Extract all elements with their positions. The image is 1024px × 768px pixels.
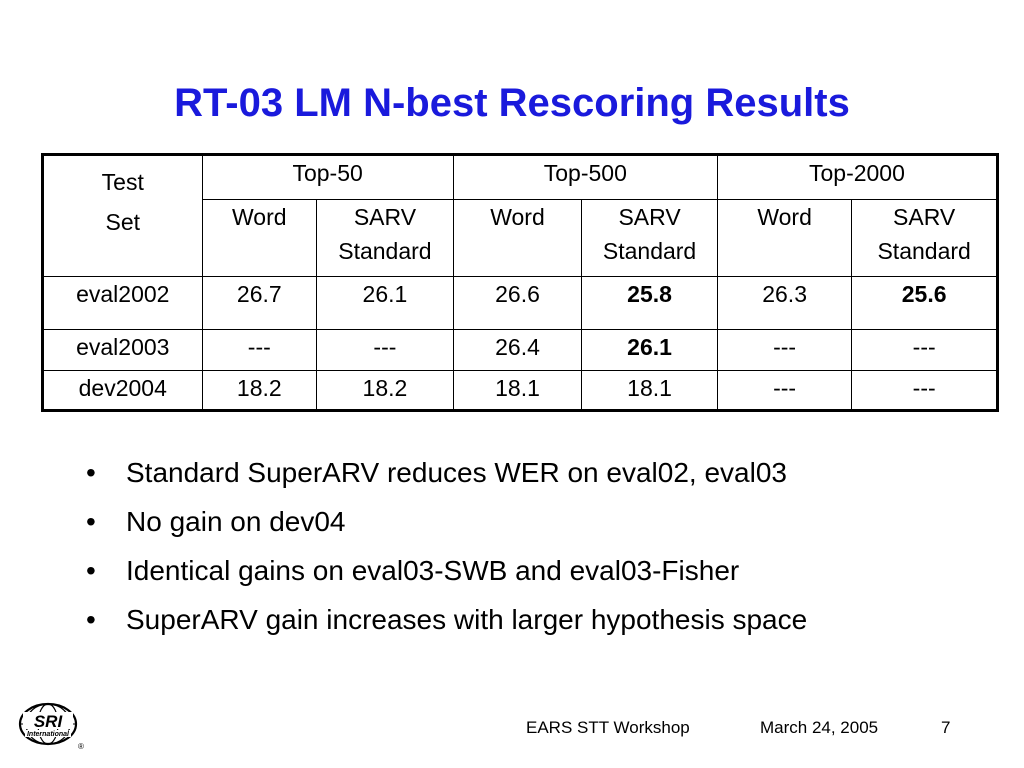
data-cell: 25.6 <box>851 276 998 330</box>
bullet-text: Standard SuperARV reduces WER on eval02,… <box>126 457 787 488</box>
results-table: Test Set Top-50 Top-500 Top-2000 Word SA… <box>41 153 999 412</box>
group-header-top-500: Top-500 <box>452 154 718 200</box>
bullet-dot-icon: • <box>86 506 96 537</box>
row-header-set: Set <box>105 209 141 235</box>
subheader-word: Word <box>452 199 583 277</box>
data-cell: 26.3 <box>716 276 853 330</box>
subheader-text: Standard <box>338 238 432 264</box>
subheader-text: SARV <box>618 204 681 230</box>
row-header-cell: Test Set <box>42 154 203 277</box>
table-header-row: Test Set Top-50 Top-500 Top-2000 <box>42 154 999 277</box>
data-cell: --- <box>316 329 454 371</box>
table-row-eval2003: eval2003 --- --- 26.4 26.1 --- --- <box>42 329 998 371</box>
bullet-dot-icon: • <box>86 555 96 586</box>
data-cell: 26.1 <box>316 276 454 330</box>
group-header-top-50: Top-50 <box>201 154 454 200</box>
bullet-dot-icon: • <box>86 457 96 488</box>
subheader-text: Word <box>490 204 545 230</box>
bullet-item: • No gain on dev04 <box>86 499 807 548</box>
table-row-dev2004: dev2004 18.2 18.2 18.1 18.1 --- --- <box>42 370 998 411</box>
bullet-item: • SuperARV gain increases with larger hyp… <box>86 597 807 646</box>
data-cell: 26.4 <box>452 329 583 371</box>
bullet-dot-icon: • <box>86 604 96 635</box>
subheader-text: SARV <box>353 204 417 230</box>
table-row-eval2002: eval2002 26.7 26.1 26.6 25.8 26.3 25.6 <box>42 276 998 330</box>
data-cell: 26.6 <box>452 276 583 330</box>
subheader-sarv-standard: SARV Standard <box>316 199 454 277</box>
row-header-test: Test <box>101 169 144 195</box>
data-cell: --- <box>716 329 853 371</box>
bullet-text: SuperARV gain increases with larger hypo… <box>126 604 808 635</box>
slide-title: RT-03 LM N-best Rescoring Results <box>174 81 850 125</box>
data-cell: 26.7 <box>201 276 318 330</box>
registered-mark: ® <box>78 742 84 751</box>
data-cell: --- <box>201 329 318 371</box>
subheader-sarv-standard: SARV Standard <box>851 199 998 277</box>
bullet-list: • Standard SuperARV reduces WER on eval02… <box>86 450 807 646</box>
subheader-text: Standard <box>602 238 697 264</box>
subheader-sarv-standard: SARV Standard <box>581 199 718 277</box>
subheader-text: Word <box>757 204 812 230</box>
bullet-text: No gain on dev04 <box>126 506 346 537</box>
footer-workshop: EARS STT Workshop <box>526 718 690 737</box>
row-label: eval2003 <box>42 329 203 371</box>
bullet-item: • Standard SuperARV reduces WER on eval02… <box>86 450 807 499</box>
data-cell: --- <box>851 329 998 371</box>
subheader-word: Word <box>716 199 853 277</box>
sri-logo-icon: SRI International ® <box>18 702 84 751</box>
row-label: eval2002 <box>42 276 203 330</box>
footer-page-number: 7 <box>941 718 951 737</box>
data-cell: 18.1 <box>452 370 583 411</box>
row-label: dev2004 <box>42 370 203 411</box>
bullet-item: • Identical gains on eval03-SWB and eval0… <box>86 548 807 597</box>
subheader-text: Standard <box>877 238 971 264</box>
data-cell: 25.8 <box>581 276 718 330</box>
group-header-top-2000: Top-2000 <box>716 154 999 200</box>
data-cell: --- <box>716 370 853 411</box>
data-cell: 18.2 <box>316 370 454 411</box>
data-cell: 18.1 <box>581 370 718 411</box>
logo-text: SRI <box>34 712 64 731</box>
subheader-word: Word <box>201 199 318 277</box>
subheader-text: Word <box>232 204 287 230</box>
data-cell: 18.2 <box>201 370 318 411</box>
logo-subtext: International <box>27 731 70 738</box>
table-subheader-row: Word SARV Standard Word SARV Standard Word… <box>43 199 998 277</box>
subheader-text: SARV <box>893 204 956 230</box>
data-cell: 26.1 <box>581 329 718 371</box>
footer-date: March 24, 2005 <box>760 718 879 737</box>
bullet-text: Identical gains on eval03-SWB and eval03… <box>126 555 740 586</box>
data-cell: --- <box>851 370 998 411</box>
